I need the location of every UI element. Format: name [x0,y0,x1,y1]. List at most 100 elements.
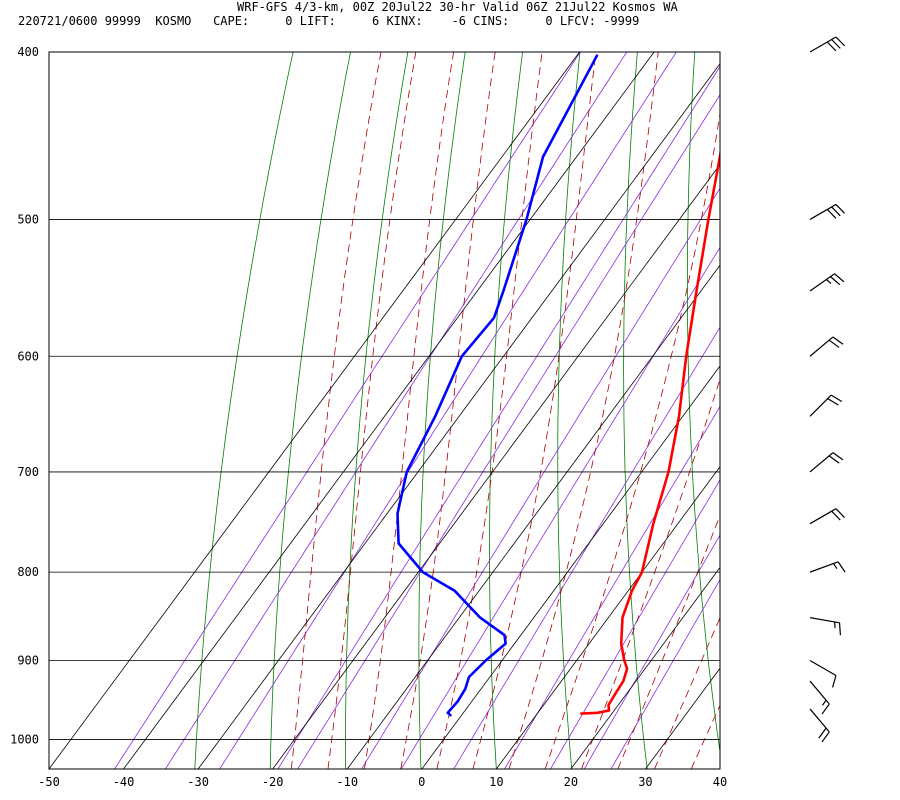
wind-barb [809,394,843,417]
temperature-tick-label: -50 [38,775,60,789]
mixing-ratio-line [583,534,720,769]
moist-adiabat [617,514,720,769]
isotherm [421,365,721,770]
temperature-tick-label: -10 [336,775,358,789]
barb-flag [828,339,840,348]
moist-adiabat [472,52,597,769]
barb-flag [831,206,841,217]
dry-adiabat [418,52,466,769]
wind-barb [809,203,846,220]
isotherm [346,265,721,770]
isotherm [123,51,655,770]
plot-frame [48,51,721,770]
mixing-ratio-line [453,326,720,769]
moist-adiabat [364,52,454,769]
barb-flag [831,510,841,521]
dry-adiabat [749,52,798,769]
moist-adiabat [508,52,659,769]
wind-barb [809,680,830,715]
temperature-tick-label: -30 [187,775,209,789]
dewpoint-trace [396,54,599,717]
mixing-ratio-line [504,405,720,769]
sounding-title: WRF-GFS 4/3-km, 00Z 20Jul22 30-hr Valid … [237,0,678,14]
grid [48,51,721,770]
dry-adiabat [867,52,900,769]
barb-flag [831,39,841,49]
wind-barb [809,617,842,636]
mixing-ratio-line [361,187,720,769]
reference-lines [114,52,900,769]
wind-barb [809,561,846,573]
sounding-indices: 220721/0600 99999 KOSMO CAPE: 0 LIFT: 6 … [18,14,640,28]
moist-adiabat [290,52,382,769]
temperature-tick-label: 40 [713,775,727,789]
mixing-ratio-line [277,65,720,769]
pressure-tick-label: 1000 [10,733,39,747]
dry-adiabat [809,52,874,769]
moist-adiabat [654,616,720,769]
moist-adiabat [436,52,543,769]
wind-barb [809,708,830,743]
barb-flag [826,209,837,219]
temperature-tick-label: 0 [418,775,425,789]
dry-adiabat [269,52,351,769]
barb-half-flag [825,279,832,284]
wind-barb [809,659,837,688]
isotherm [645,668,721,770]
isotherm [496,466,721,770]
barb-flag [837,561,846,573]
pressure-tick-label: 600 [17,349,39,363]
moist-adiabat [581,377,720,769]
barb-flag [834,273,845,283]
wind-barbs [809,36,846,743]
pressure-tick-label: 400 [17,45,39,59]
mixing-ratio-line [114,52,581,769]
moist-adiabat [690,704,720,769]
barb-flag [821,703,830,715]
wind-barb [809,452,844,473]
wind-barb [809,36,846,53]
dry-adiabat [557,52,581,769]
dry-adiabat [489,52,523,769]
barb-staff [809,659,837,677]
temperature-tick-label: 30 [638,775,652,789]
dry-adiabat [687,52,720,755]
mixing-ratio-line [219,52,677,769]
barb-flag [835,204,846,214]
isotherm [48,51,580,770]
barb-flag [832,675,837,688]
isotherm [272,164,721,770]
barb-flag [835,36,846,47]
barb-flag [835,508,846,519]
wind-barb [809,508,846,525]
barb-flag [838,622,842,636]
isotherm [197,63,721,770]
mixing-ratio-line [610,578,720,769]
temperature-tick-label: 10 [489,775,503,789]
barb-flag [828,455,840,464]
temperature-tick-label: 20 [564,775,578,789]
barb-flag [821,731,830,743]
barb-flag [832,336,844,345]
dry-adiabat [194,52,294,769]
axis-labels: -50 -40 -30 -20 -10 0 10 20 30 40 400 500 600 700 800 9… [10,45,727,789]
temperature-tick-label: -20 [262,775,284,789]
mixing-ratio-line [297,94,720,769]
moist-adiabat [400,52,496,769]
barb-half-flag [821,699,827,706]
pressure-tick-label: 700 [17,465,39,479]
pressure-tick-label: 800 [17,565,39,579]
isotherm [570,567,721,770]
mixing-ratio-line [165,52,628,769]
barb-half-flag [832,563,838,570]
barb-flag [827,398,839,406]
wind-barb [809,336,844,357]
mixing-ratio-line [550,479,720,769]
barb-flag [830,394,843,402]
temperature-trace [580,148,720,715]
pressure-tick-label: 500 [17,212,39,226]
moist-adiabat [327,52,417,769]
barb-flag [818,727,827,739]
barb-flag [830,276,841,286]
